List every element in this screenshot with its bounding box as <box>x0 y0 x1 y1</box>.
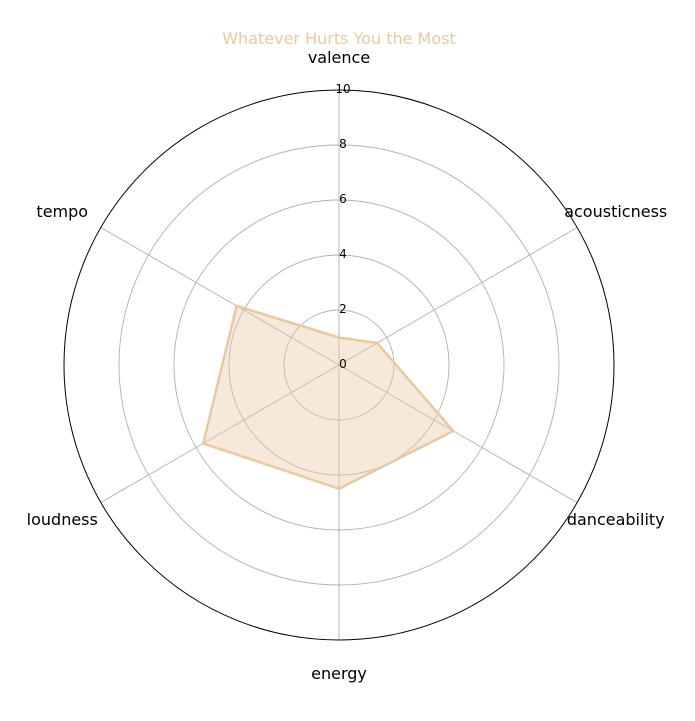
spoke-acousticness <box>338 227 578 366</box>
tick-label-10: 10 <box>335 82 350 96</box>
tick-label-8: 8 <box>339 137 347 151</box>
outer-circle <box>63 89 615 641</box>
axis-label-valence: valence <box>308 48 370 67</box>
tick-label-2: 2 <box>339 302 347 316</box>
outer-frame <box>63 89 615 641</box>
axis-label-energy: energy <box>311 664 367 683</box>
tick-label-0: 0 <box>339 357 347 371</box>
series-0-fill <box>203 305 454 489</box>
axis-spokes <box>100 90 578 640</box>
tick-label-4: 4 <box>339 247 347 261</box>
series-0-line <box>202 304 455 490</box>
axis-label-tempo: tempo <box>36 202 88 221</box>
radial-tick-labels: 0 2 4 6 8 10 <box>335 82 350 371</box>
axis-labels: valence acousticness danceability energy lou… <box>27 48 668 683</box>
spoke-tempo <box>100 227 340 366</box>
axis-label-loudness: loudness <box>27 510 98 529</box>
axis-label-acousticness: acousticness <box>564 202 667 221</box>
spoke-danceability <box>338 364 578 503</box>
chart-title: Whatever Hurts You the Most <box>222 29 456 48</box>
series-layer <box>202 304 455 490</box>
spoke-loudness <box>100 364 340 503</box>
tick-label-6: 6 <box>339 192 347 206</box>
axis-label-danceability: danceability <box>567 510 665 529</box>
